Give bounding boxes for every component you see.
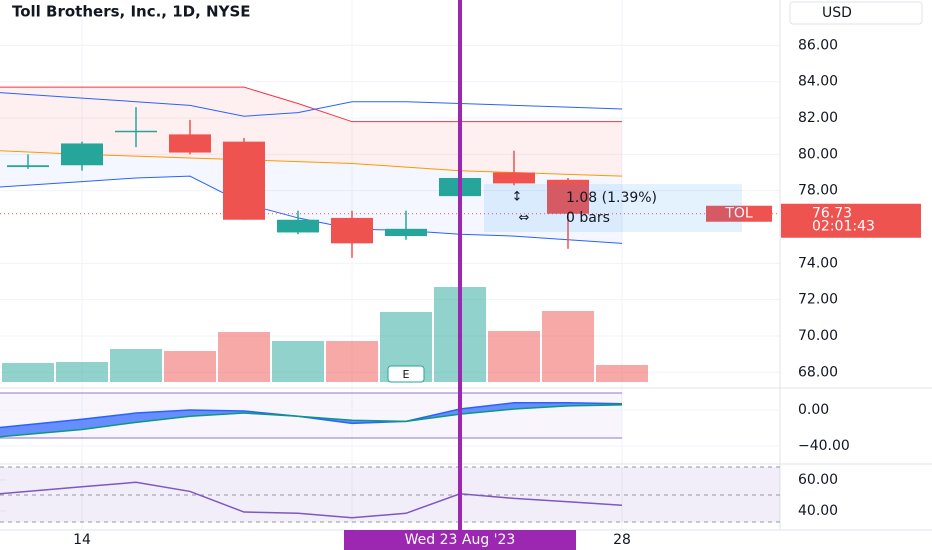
rsi-tick-label: 40.00 — [798, 503, 838, 519]
countdown: 02:01:43 — [812, 219, 875, 235]
volume-bar — [164, 351, 216, 382]
macd-fill — [0, 402, 622, 437]
volume-bar — [56, 362, 108, 382]
macd-tick-label: 0.00 — [798, 402, 829, 418]
rsi-tick-label: 60.00 — [798, 472, 838, 488]
band-fill-upper — [0, 87, 622, 177]
candle-body — [61, 143, 103, 166]
volume-bar — [2, 363, 54, 382]
band-fill-lower — [0, 150, 622, 244]
measure-bars: 0 bars — [566, 210, 610, 226]
currency[interactable]: USD — [822, 5, 852, 21]
macd-tick-label: −40.00 — [798, 438, 850, 454]
measure-icon: ↕ — [512, 190, 523, 205]
last-price: 76.73 — [812, 206, 852, 222]
chart-title: Toll Brothers, Inc., 1D, NYSE — [12, 3, 251, 21]
candle-body — [169, 134, 211, 153]
macd-line — [0, 404, 623, 438]
x-tick-label: 28 — [613, 532, 631, 548]
candle-body — [223, 141, 265, 220]
y-tick-label: 74.00 — [798, 255, 838, 271]
measure-change: 1.08 (1.39%) — [566, 190, 657, 206]
y-tick-label: 78.00 — [798, 183, 838, 199]
indicator-line — [0, 175, 623, 244]
y-tick-label: 86.00 — [798, 37, 838, 53]
indicator-line — [0, 86, 622, 123]
y-tick-label: 68.00 — [798, 364, 838, 380]
earnings-badge-box — [387, 365, 425, 383]
candle-body — [331, 217, 373, 244]
y-tick-label: 84.00 — [798, 74, 838, 90]
volume-bar — [110, 349, 162, 382]
candle-body — [385, 228, 427, 237]
candle-body — [115, 130, 157, 133]
volume-bar — [542, 311, 594, 382]
volume-bar — [488, 331, 540, 382]
macd-line — [0, 402, 623, 429]
y-tick-label: 72.00 — [798, 292, 838, 308]
ticker: TOL — [724, 206, 753, 222]
candle-body — [277, 219, 319, 233]
earnings-badge: E — [403, 368, 410, 381]
volume-bar — [326, 341, 378, 382]
macd-bg — [0, 393, 622, 438]
rsi-bg — [0, 467, 780, 522]
crosshair-label-box — [344, 530, 576, 550]
crosshair-label: Wed 23 Aug '23 — [405, 532, 516, 548]
volume-bar — [272, 341, 324, 382]
measure-icon2: ⇔ — [519, 211, 530, 226]
x-tick-label: 14 — [73, 532, 91, 548]
volume-bar — [218, 332, 270, 382]
price-box — [781, 203, 921, 238]
volume-bar — [596, 365, 648, 382]
rsi-line — [0, 481, 623, 519]
currency-box[interactable] — [789, 1, 923, 25]
candle-body — [493, 172, 535, 184]
indicator-line — [0, 92, 623, 117]
ticker-box — [706, 205, 772, 222]
candle-body — [547, 179, 589, 214]
y-tick-label: 82.00 — [798, 110, 838, 126]
y-tick-label: 70.00 — [798, 328, 838, 344]
candle-body — [7, 165, 49, 168]
measure-box — [484, 184, 742, 232]
y-tick-label: 80.00 — [798, 146, 838, 162]
